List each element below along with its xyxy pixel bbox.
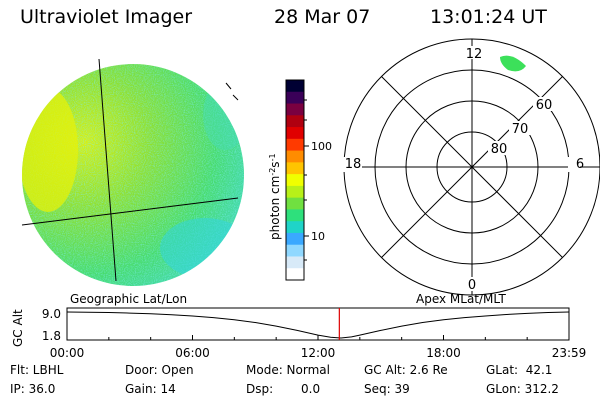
x-tick-label: 00:00 <box>50 346 85 360</box>
colorbar-swatch <box>286 268 304 281</box>
colorbar-swatch <box>286 197 304 211</box>
auroral-emission-patch <box>500 55 526 72</box>
earth-disk-image <box>21 58 244 286</box>
altitude-timeline-chart: 9.0 1.8 GC Alt 00:00 06:00 12:00 18:00 2… <box>11 307 586 360</box>
mlat-label-70: 70 <box>512 122 529 137</box>
polar-plot: 12 18 6 0 60 70 80 <box>338 38 600 296</box>
status-door: Door: Open <box>125 363 194 377</box>
x-tick-label: 18:00 <box>426 346 461 360</box>
colorbar-frame <box>285 79 305 281</box>
meridian-line <box>98 58 117 282</box>
status-seq: Seq: 39 <box>364 382 410 396</box>
colorbar-swatch <box>286 127 304 140</box>
colorbar-swatch <box>286 174 304 187</box>
colorbar-swatch <box>286 150 304 163</box>
colorbar-swatch <box>286 244 304 258</box>
mlt-label-6: 6 <box>576 157 584 172</box>
status-ip: IP: 36.0 <box>10 382 56 396</box>
x-tick-label: 23:59 <box>552 346 587 360</box>
mlat-label-80: 80 <box>491 142 508 157</box>
instrument-title: Ultraviolet Imager <box>20 6 193 28</box>
colorbar-swatch <box>286 162 304 175</box>
status-filter: Flt: LBHL <box>10 363 64 377</box>
colorbar-swatch <box>286 232 304 246</box>
status-dsp-value: 0.0 <box>301 382 321 396</box>
colorbar-tick-label: 10 <box>311 230 325 243</box>
x-tick-label: 06:00 <box>175 346 210 360</box>
colorbar-swatch <box>286 185 304 199</box>
colorbar-unit-label: photon cm-2s-1 <box>268 153 282 240</box>
status-glon: GLon: 312.2 <box>486 382 559 396</box>
colorbar-swatch <box>286 256 304 269</box>
y-axis-label: GC Alt <box>11 309 25 347</box>
mlt-label-18: 18 <box>345 157 362 172</box>
geographic-caption: Geographic Lat/Lon <box>70 292 188 306</box>
colorbar-swatch <box>286 80 304 93</box>
colorbar-swatch <box>286 209 304 222</box>
polar-diagonal <box>381 76 563 258</box>
mlat-label-60: 60 <box>536 98 553 113</box>
apex-caption: Apex MLat/MLT <box>416 292 506 306</box>
status-gc-alt: GC Alt: 2.6 Re <box>364 363 448 377</box>
y-tick-label: 9.0 <box>42 307 61 321</box>
colorbar-tick-label: 100 <box>311 140 332 153</box>
time-label: 13:01:24 UT <box>430 6 547 28</box>
x-tick-label: 12:00 <box>301 346 336 360</box>
limb-tick-mark <box>232 94 239 101</box>
colorbar-swatch <box>286 221 304 234</box>
mlt-label-0: 0 <box>468 278 476 293</box>
mlt-label-12: 12 <box>466 47 483 62</box>
colorbar-swatch <box>286 115 304 128</box>
status-glat: GLat: 42.1 <box>486 363 553 377</box>
colorbar-swatch <box>286 138 304 152</box>
limb-tick-mark <box>225 82 232 90</box>
status-gain: Gain: 14 <box>125 382 176 396</box>
colorbar: 100 10 photon cm-2s-1 <box>268 79 332 281</box>
y-tick-label: 1.8 <box>42 329 61 343</box>
status-dsp-label: Dsp: <box>246 382 274 396</box>
date-label: 28 Mar 07 <box>274 6 371 28</box>
parallel-line <box>21 197 239 226</box>
status-mode: Mode: Normal <box>246 363 330 377</box>
altitude-curve <box>66 311 570 339</box>
colorbar-swatch <box>286 91 304 105</box>
colorbar-swatch <box>286 103 304 116</box>
